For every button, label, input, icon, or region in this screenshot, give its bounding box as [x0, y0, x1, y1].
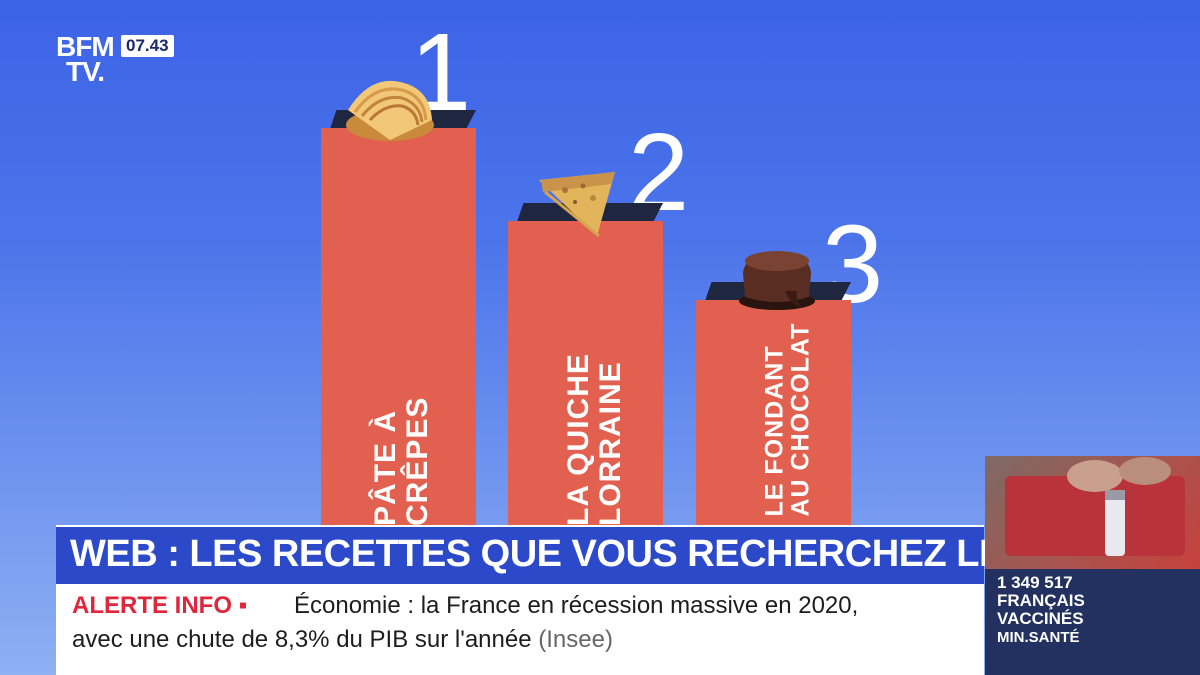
side-panel: 1 349 517 FRANÇAIS VACCINÉS MIN.SANTÉ — [985, 456, 1200, 675]
vaccine-line1: FRANÇAIS — [997, 591, 1085, 610]
podium-1-label-line1: PÂTE À — [369, 409, 402, 526]
podium-1-label: PÂTE À CRÊPES — [369, 396, 434, 526]
vaccine-line2: VACCINÉS — [997, 609, 1084, 628]
quiche-image — [539, 172, 615, 238]
logo-line1: BFM — [56, 31, 115, 62]
vaccine-count: 1 349 517 — [997, 573, 1073, 592]
headline-band: WEB : LES RECETTES QUE VOUS RECHERCHEZ L… — [56, 525, 1114, 584]
vaccine-source: MIN.SANTÉ — [997, 629, 1080, 646]
podium-2-label-line2: LORRAINE — [593, 361, 627, 526]
logo-line2: TV. — [66, 56, 105, 88]
crepes-image — [346, 80, 434, 141]
ticker-line2-text: avec une chute de 8,3% du PIB sur l'anné… — [72, 626, 532, 653]
ticker-line2: avec une chute de 8,3% du PIB sur l'anné… — [72, 626, 613, 654]
podium-2-label-line1: LA QUICHE — [562, 353, 595, 526]
alert-text: ALERTE INFO — [72, 592, 232, 619]
ticker-source: (Insee) — [538, 626, 613, 653]
ticker-line1: Économie : la France en récession massiv… — [294, 592, 859, 619]
alert-label: ALERTE INFO ▪ — [72, 592, 248, 619]
podium-2: LA QUICHE LORRAINE — [508, 203, 663, 526]
podium-3-label-line2: AU CHOCOLAT — [786, 322, 815, 516]
clock: 07.43 — [121, 35, 174, 57]
podium-3-label-line1: LE FONDANT — [760, 344, 789, 516]
headline-text: WEB : LES RECETTES QUE VOUS RECHERCHEZ L… — [70, 533, 1114, 575]
podium-3-label: LE FONDANT AU CHOCOLAT — [760, 322, 815, 516]
podium-1: PÂTE À CRÊPES — [321, 110, 476, 526]
podium-2-label: LA QUICHE LORRAINE — [562, 353, 627, 526]
podium-3: LE FONDANT AU CHOCOLAT — [696, 282, 851, 526]
news-ticker: ALERTE INFO ▪ Économie : la France en ré… — [56, 584, 984, 675]
fondant-image — [739, 251, 815, 310]
bfmtv-logo: BFM TV. — [56, 31, 115, 88]
podium-1-label-line2: CRÊPES — [400, 396, 434, 526]
vaccine-image — [985, 456, 1200, 569]
